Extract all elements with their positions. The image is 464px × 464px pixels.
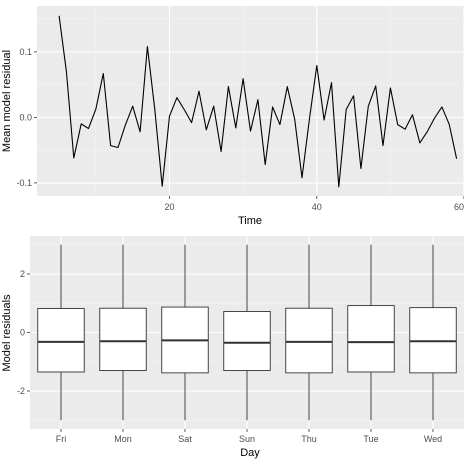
y-tick-label: 0	[20, 328, 25, 338]
boxplot-x-tick-labels: Fri Mon Sat Sun Thu Tue Wed	[56, 429, 442, 444]
interquartile-box	[285, 307, 333, 374]
boxplot-panel: -2 0 2 Fri Mon Sat Sun Thu Tue Wed Day Model res…	[1, 236, 464, 459]
y-tick-label: -2	[17, 386, 25, 396]
x-tick-label: Sun	[239, 434, 255, 444]
x-tick-label: 20	[165, 202, 175, 212]
boxplot-thu	[285, 244, 333, 421]
x-tick-label: 40	[312, 202, 322, 212]
x-tick-label: Thu	[301, 434, 317, 444]
interquartile-box	[37, 308, 85, 373]
x-tick-label: 60	[454, 202, 464, 212]
boxplot-wed	[409, 244, 457, 421]
y-tick-label: 0.0	[19, 112, 32, 122]
x-tick-label: Tue	[363, 434, 378, 444]
boxplot-boxes-group	[37, 244, 457, 421]
boxplot-tue	[347, 244, 395, 421]
boxplot-x-axis-title: Day	[240, 447, 260, 459]
interquartile-box	[347, 305, 395, 373]
boxplot-y-axis-title: Model residuals	[1, 294, 13, 372]
residual-series-line	[58, 15, 458, 188]
time-series-y-tick-labels: -0.1 0.0 0.1	[16, 47, 37, 188]
y-tick-label: -0.1	[16, 178, 32, 188]
time-series-y-axis-title: Mean model residual	[1, 50, 13, 152]
x-tick-label: Mon	[114, 434, 132, 444]
boxplot-sun	[223, 244, 271, 421]
boxplot-y-tick-labels: -2 0 2	[17, 269, 30, 396]
time-series-plot-background	[37, 6, 464, 196]
time-series-line-group	[58, 15, 458, 188]
boxplot-sat	[161, 244, 209, 421]
x-tick-label: Fri	[56, 434, 67, 444]
x-tick-label: Sat	[178, 434, 192, 444]
time-series-gridlines	[37, 6, 464, 196]
time-series-panel: -0.1 0.0 0.1 20 40 60 Time Mean model residu…	[1, 6, 464, 227]
y-tick-label: 2	[20, 269, 25, 279]
interquartile-box	[99, 307, 147, 371]
boxplot-fri	[37, 244, 85, 421]
time-series-x-axis-title: Time	[238, 215, 262, 227]
y-tick-label: 0.1	[19, 47, 32, 57]
boxplot-mon	[99, 244, 147, 421]
time-series-x-tick-labels: 20 40 60	[165, 196, 464, 212]
x-tick-label: Wed	[424, 434, 442, 444]
interquartile-box	[409, 307, 457, 374]
interquartile-box	[223, 310, 271, 371]
